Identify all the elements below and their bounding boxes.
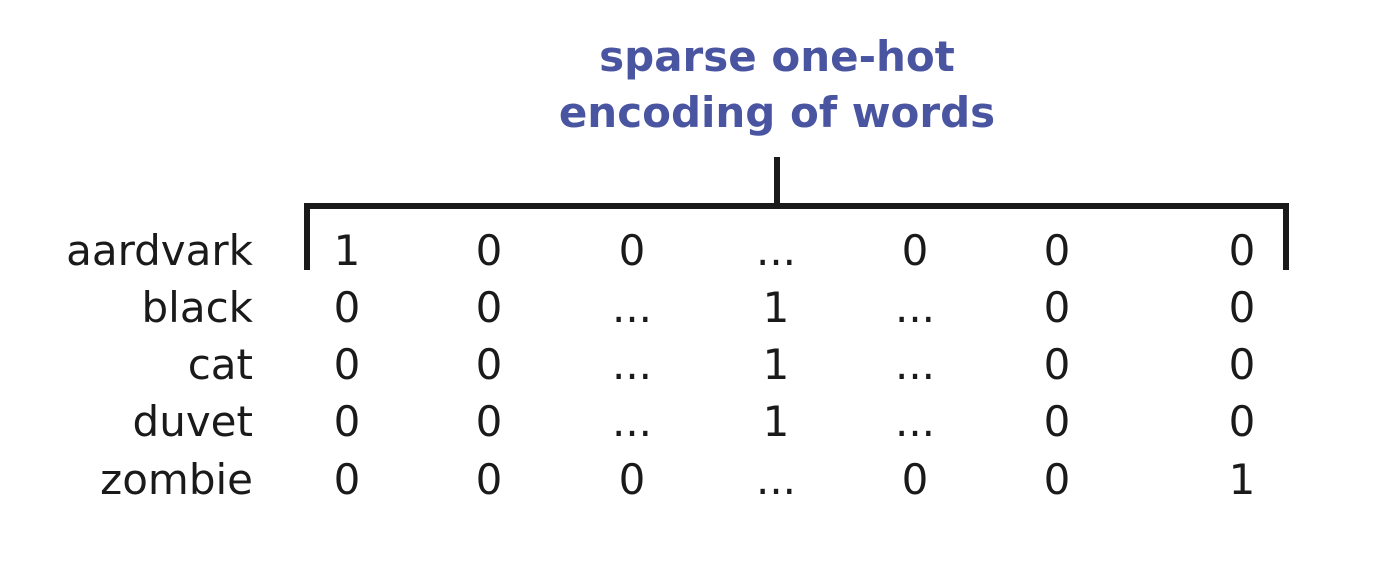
row-label-aardvark: aardvark <box>66 226 253 275</box>
matrix-cell: 0 <box>1043 397 1071 446</box>
matrix-cell: 0 <box>901 226 929 275</box>
matrix-cell: 0 <box>1228 283 1256 332</box>
matrix-cell: 0 <box>1043 226 1071 275</box>
matrix-cell: ... <box>894 340 936 389</box>
matrix-cell: ... <box>611 283 653 332</box>
matrix-cell: ... <box>894 397 936 446</box>
matrix-cell: 0 <box>475 283 503 332</box>
matrix-cell: 0 <box>618 226 646 275</box>
matrix-cell: 0 <box>1043 455 1071 504</box>
matrix-cell: 1 <box>333 226 361 275</box>
matrix-cell: 0 <box>333 455 361 504</box>
matrix-cell: ... <box>611 397 653 446</box>
matrix-cell: 0 <box>475 455 503 504</box>
matrix-cell: 0 <box>1228 340 1256 389</box>
diagram-title-line-1: sparse one-hot <box>599 32 955 81</box>
matrix-cell: 0 <box>1228 226 1256 275</box>
matrix-cell: 0 <box>333 397 361 446</box>
matrix-cell: 0 <box>901 455 929 504</box>
matrix-cell: 0 <box>618 455 646 504</box>
matrix-cell: 0 <box>1043 340 1071 389</box>
matrix-cell: 0 <box>333 340 361 389</box>
matrix-cell: ... <box>755 455 797 504</box>
matrix-cell: 1 <box>762 283 790 332</box>
diagram-title-line-2: encoding of words <box>558 88 996 137</box>
bracket-top <box>304 203 1289 270</box>
row-label-cat: cat <box>187 340 253 389</box>
matrix-cell: 0 <box>475 340 503 389</box>
matrix-cell: 0 <box>1043 283 1071 332</box>
matrix-cell: ... <box>894 283 936 332</box>
matrix-cell: 0 <box>475 397 503 446</box>
row-label-zombie: zombie <box>100 455 253 504</box>
matrix-cell: 0 <box>1228 397 1256 446</box>
row-label-duvet: duvet <box>132 397 253 446</box>
matrix-cell: 0 <box>333 283 361 332</box>
matrix-cell: 1 <box>762 397 790 446</box>
matrix-cell: 1 <box>762 340 790 389</box>
row-label-black: black <box>141 283 253 332</box>
matrix-cell: ... <box>755 226 797 275</box>
matrix-cell: 1 <box>1228 455 1256 504</box>
matrix-cell: ... <box>611 340 653 389</box>
matrix-cell: 0 <box>475 226 503 275</box>
